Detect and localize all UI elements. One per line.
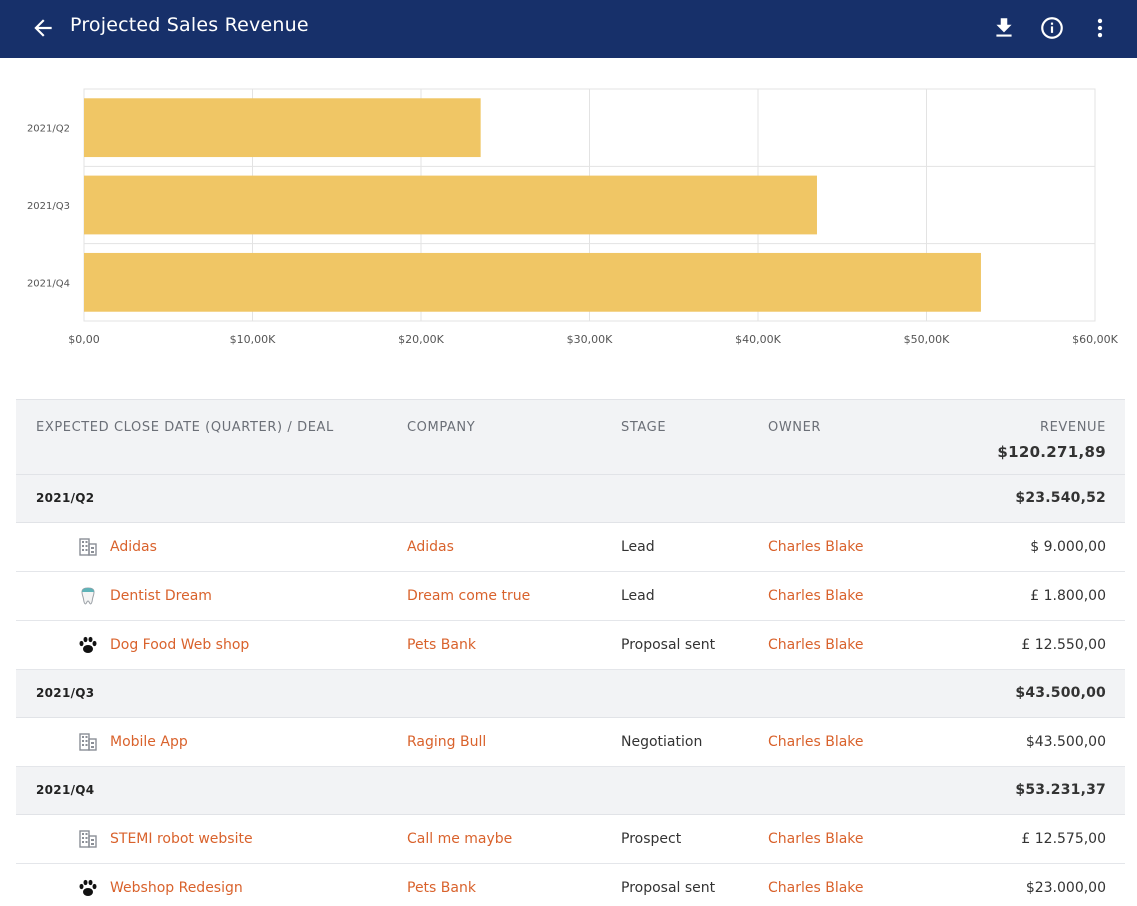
revenue-bar-chart: $0,00 $10,00K $20,00K $30,00K $40,00K $50,00K…: [27, 88, 1119, 346]
deal-link[interactable]: Dog Food Web shop: [110, 637, 250, 653]
deal-link[interactable]: Mobile App: [110, 734, 188, 750]
owner-link[interactable]: Charles Blake: [768, 588, 864, 604]
stage-text: Proposal sent: [621, 637, 716, 653]
bar: [84, 175, 817, 235]
x-tick-label: $0,00: [68, 333, 100, 346]
revenue-value: £ 1.800,00: [1030, 588, 1106, 604]
group-row[interactable]: 2021/Q3 $43.500,00: [16, 670, 1125, 718]
group-row[interactable]: 2021/Q4 $53.231,37: [16, 767, 1125, 815]
deal-link[interactable]: STEMI robot website: [110, 831, 253, 847]
download-icon[interactable]: [991, 15, 1017, 41]
x-tick-label: $40,00K: [735, 333, 781, 346]
table-row[interactable]: Mobile App Raging Bull Negotiation Charl…: [16, 718, 1125, 767]
table-row[interactable]: Adidas Adidas Lead Charles Blake $ 9.000…: [16, 523, 1125, 572]
revenue-value: $ 9.000,00: [1030, 539, 1106, 555]
table-row[interactable]: Dog Food Web shop Pets Bank Proposal sen…: [16, 621, 1125, 670]
x-tick-label: $30,00K: [567, 333, 613, 346]
table-header: EXPECTED CLOSE DATE (QUARTER) / DEAL COM…: [16, 399, 1125, 475]
group-total: $43.500,00: [1015, 685, 1106, 701]
x-tick-label: $50,00K: [904, 333, 950, 346]
x-tick-label: $60,00K: [1072, 333, 1118, 346]
company-link[interactable]: Call me maybe: [407, 831, 513, 847]
revenue-value: £ 12.575,00: [1021, 831, 1106, 847]
bar: [84, 252, 981, 312]
building-icon: [77, 731, 99, 753]
company-link[interactable]: Pets Bank: [407, 880, 476, 896]
group-total: $23.540,52: [1015, 490, 1106, 506]
revenue-value: $23.000,00: [1025, 880, 1106, 896]
group-total: $53.231,37: [1015, 782, 1106, 798]
paw-icon: [77, 634, 99, 656]
column-header-stage[interactable]: STAGE: [621, 420, 667, 435]
group-label: 2021/Q4: [36, 783, 95, 797]
tooth-icon: [77, 585, 99, 607]
stage-text: Lead: [621, 539, 655, 555]
company-link[interactable]: Raging Bull: [407, 734, 487, 750]
group-row[interactable]: 2021/Q2 $23.540,52: [16, 475, 1125, 523]
column-header-revenue[interactable]: REVENUE: [1039, 420, 1106, 435]
revenue-value: £ 12.550,00: [1021, 637, 1106, 653]
company-link[interactable]: Adidas: [407, 539, 454, 555]
table-row[interactable]: Webshop Redesign Pets Bank Proposal sent…: [16, 864, 1125, 906]
building-icon: [77, 536, 99, 558]
y-tick-label: 2021/Q3: [27, 201, 70, 212]
building-icon: [77, 828, 99, 850]
stage-text: Prospect: [621, 831, 682, 847]
deal-link[interactable]: Webshop Redesign: [110, 880, 243, 896]
y-tick-label: 2021/Q2: [27, 124, 70, 135]
table-body: 2021/Q2 $23.540,52 Adidas Adidas Lead Ch…: [16, 475, 1125, 906]
arrow-left-icon[interactable]: [30, 15, 56, 41]
column-header-owner[interactable]: OWNER: [768, 420, 822, 435]
stage-text: Negotiation: [621, 734, 703, 750]
bar: [84, 98, 481, 158]
app-header: Projected Sales Revenue: [0, 0, 1137, 58]
table-row[interactable]: Dentist Dream Dream come true Lead Charl…: [16, 572, 1125, 621]
y-tick-label: 2021/Q4: [27, 278, 70, 289]
group-label: 2021/Q2: [36, 491, 95, 505]
owner-link[interactable]: Charles Blake: [768, 539, 864, 555]
x-tick-label: $20,00K: [398, 333, 444, 346]
company-link[interactable]: Dream come true: [407, 588, 531, 604]
revenue-value: $43.500,00: [1025, 734, 1106, 750]
info-icon[interactable]: [1039, 15, 1065, 41]
table-row[interactable]: STEMI robot website Call me maybe Prospe…: [16, 815, 1125, 864]
company-link[interactable]: Pets Bank: [407, 637, 476, 653]
revenue-table: EXPECTED CLOSE DATE (QUARTER) / DEAL COM…: [16, 399, 1125, 906]
group-label: 2021/Q3: [36, 686, 95, 700]
owner-link[interactable]: Charles Blake: [768, 880, 864, 896]
x-tick-label: $10,00K: [230, 333, 276, 346]
deal-link[interactable]: Dentist Dream: [110, 588, 212, 604]
column-header-company[interactable]: COMPANY: [407, 420, 476, 435]
deal-link[interactable]: Adidas: [110, 539, 157, 555]
owner-link[interactable]: Charles Blake: [768, 831, 864, 847]
stage-text: Lead: [621, 588, 655, 604]
more-vert-icon[interactable]: [1087, 15, 1113, 41]
page-title: Projected Sales Revenue: [70, 14, 309, 36]
paw-icon: [77, 877, 99, 899]
stage-text: Proposal sent: [621, 880, 716, 896]
column-header-deal[interactable]: EXPECTED CLOSE DATE (QUARTER) / DEAL: [36, 420, 334, 435]
revenue-grand-total: $120.271,89: [997, 443, 1106, 461]
owner-link[interactable]: Charles Blake: [768, 734, 864, 750]
owner-link[interactable]: Charles Blake: [768, 637, 864, 653]
